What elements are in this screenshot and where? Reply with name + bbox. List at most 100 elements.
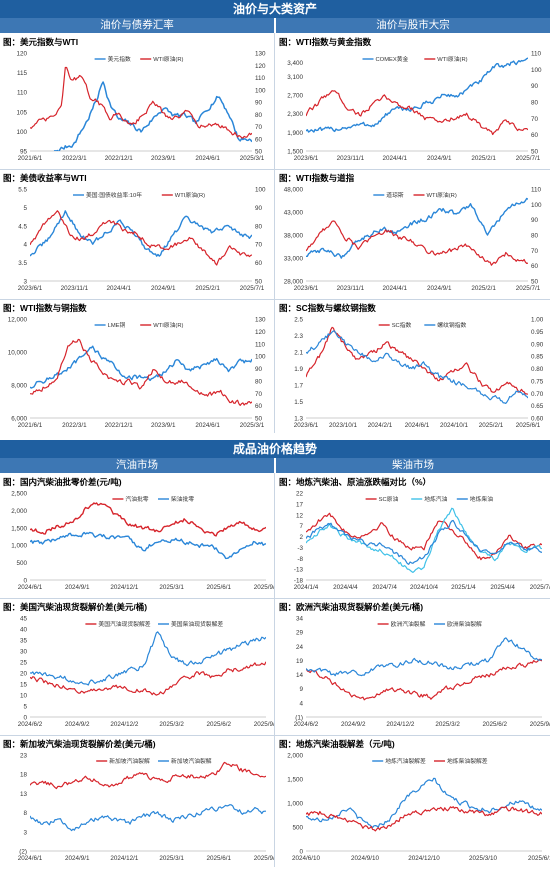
row-divider-1 <box>0 169 550 170</box>
y-right-tick-label: 80 <box>255 112 263 119</box>
legend-label: 柴油批零 <box>171 495 194 503</box>
y-left-tick-label: 19 <box>296 658 304 665</box>
x-tick-label: 2025/9/2 <box>254 721 274 728</box>
x-tick-label: 2025/6/1 <box>207 855 232 862</box>
y-right-tick-label: 90 <box>255 100 263 107</box>
chart-title: 图：欧洲汽柴油现货裂解价差(美元/桶) <box>279 602 424 612</box>
legend-label: 新加坡汽油裂解 <box>171 757 212 765</box>
y-left-tick-label: 43,000 <box>284 210 304 217</box>
x-tick-label: 2024/12/1 <box>110 584 139 591</box>
chart-svg: 0 500 1,000 1,500 2,000 2024/6/10 2024/9/10 202… <box>287 753 550 863</box>
x-tick-label: 2024/6/10 <box>292 855 321 862</box>
bottom-right-subheader: 柴油市场 <box>276 458 550 473</box>
legend-label: WTI原油(R) <box>175 191 205 199</box>
x-tick-label: 2023/11/1 <box>337 155 365 162</box>
y-left-tick-label: 2,700 <box>287 93 303 100</box>
y-left-tick-label: 4.5 <box>18 223 27 230</box>
x-tick-label: 2025/7/4 <box>530 584 550 591</box>
legend-label: 美国柴油现货裂解差 <box>171 620 223 628</box>
x-tick-label: 2023/6/1 <box>294 285 319 292</box>
series-line <box>306 805 542 832</box>
x-tick-label: 2024/4/1 <box>107 285 132 292</box>
y-left-tick-label: 3,400 <box>287 60 303 67</box>
chart-title: 图：地炼汽柴油裂解差（元/吨) <box>279 739 395 749</box>
y-right-tick-label: 100 <box>255 187 266 194</box>
x-tick-label: 2025/3/2 <box>435 721 460 728</box>
y-left-tick-label: 2.1 <box>294 350 303 357</box>
x-tick-label: 2023/6/1 <box>294 422 319 429</box>
x-tick-label: 2024/6/2 <box>294 721 319 728</box>
y-left-tick-label: 1,000 <box>287 801 303 808</box>
y-right-tick-label: 80 <box>255 223 263 230</box>
row-divider-3 <box>0 598 550 599</box>
y-right-tick-label: 50 <box>255 279 263 286</box>
y-left-tick-label: 25 <box>20 660 28 667</box>
y-left-tick-label: 100 <box>16 129 27 136</box>
y-left-tick-label: 15 <box>20 682 28 689</box>
y-left-tick-label: 2,000 <box>11 508 27 515</box>
x-tick-label: 2024/4/1 <box>383 285 408 292</box>
y-left-tick-label: 110 <box>17 90 28 97</box>
y-right-tick-label: 130 <box>255 317 266 324</box>
y-right-tick-label: 0.95 <box>531 329 544 336</box>
y-left-tick-label: 34 <box>296 616 304 623</box>
y-left-tick-label: 1,500 <box>11 525 27 532</box>
legend-label: 美元指数 <box>108 55 131 63</box>
y-left-tick-label: 3.5 <box>18 260 27 267</box>
x-tick-label: 2024/12/2 <box>110 721 139 728</box>
legend-label: SC指数 <box>392 321 412 329</box>
legend-label: WTI原油(R) <box>427 191 457 199</box>
y-right-tick-label: 110 <box>531 51 542 58</box>
chart-panel-wti-gold: 图：WTI指数与黄金指数 1,500 1,900 2,300 2,700 3,100 3,… <box>276 35 550 167</box>
x-tick-label: 2025/2/1 <box>471 155 496 162</box>
x-tick-label: 2025/2/1 <box>471 285 496 292</box>
y-left-tick-label: -8 <box>297 556 303 563</box>
y-right-tick-label: 70 <box>531 248 539 255</box>
series-line <box>306 197 528 259</box>
legend-label: 欧洲柴油裂解 <box>447 620 482 628</box>
chart-panel-sg-crack: 图：新加坡汽柴油现货裂解价差(美元/桶) (2) 3 8 13 18 23 2024/6/1… <box>0 737 279 867</box>
y-left-tick-label: 22 <box>296 491 304 498</box>
x-tick-label: 2023/11/1 <box>337 285 365 292</box>
series-line <box>53 81 252 151</box>
y-left-tick-label: 0 <box>299 849 303 856</box>
series-line <box>306 57 528 133</box>
legend-label: 道琼斯 <box>386 191 404 199</box>
y-left-tick-label: 12,000 <box>8 317 28 324</box>
legend-label: 地炼汽油 <box>424 495 447 503</box>
legend-label: 美国:国债收益率:10年 <box>86 191 142 199</box>
chart-panel-eu-crack: 图：欧洲汽柴油现货裂解价差(美元/桶) (1) 4 9 14 19 24 29 34 2024/… <box>276 600 550 733</box>
x-tick-label: 2024/7/4 <box>372 584 397 591</box>
x-tick-label: 2022/12/1 <box>105 155 134 162</box>
series-line <box>306 507 542 574</box>
y-left-tick-label: 1,900 <box>287 130 303 137</box>
x-tick-label: 2025/2/1 <box>479 422 504 429</box>
series-line <box>30 345 252 389</box>
x-tick-label: 2025/3/1 <box>159 584 184 591</box>
y-right-tick-label: 120 <box>255 63 266 70</box>
y-right-tick-label: 0.75 <box>531 378 544 385</box>
y-right-tick-label: 90 <box>531 217 539 224</box>
chart-title: 图：美国汽柴油现货裂解价差(美元/桶) <box>3 602 148 612</box>
chart-title: 图：美元指数与WTI <box>3 37 79 47</box>
y-left-tick-label: 10 <box>20 693 28 700</box>
y-right-tick-label: 50 <box>531 279 539 286</box>
column-divider-top <box>274 33 275 433</box>
y-left-tick-label: 3 <box>23 829 27 836</box>
x-tick-label: 2025/3/1 <box>240 422 265 429</box>
x-tick-label: 2024/9/1 <box>427 155 452 162</box>
x-tick-label: 2024/12/2 <box>386 721 415 728</box>
series-line <box>306 90 528 136</box>
y-left-tick-label: 30 <box>20 649 28 656</box>
series-line <box>306 658 542 701</box>
y-right-tick-label: 0.65 <box>531 403 544 410</box>
row-divider-4 <box>0 735 550 736</box>
y-left-tick-label: 500 <box>16 560 27 567</box>
chart-title: 图：SC指数与螺纹钢指数 <box>279 303 376 313</box>
x-tick-label: 2025/6/2 <box>207 721 232 728</box>
y-right-tick-label: 100 <box>531 202 542 209</box>
x-tick-label: 2023/6/1 <box>18 285 43 292</box>
y-left-tick-label: 7 <box>299 523 303 530</box>
chart-panel-refinery-vs-crude: 图：地炼汽柴油、原油涨跌幅对比（%） -18 -13 -8 -3 2 7 12 17 22 202… <box>276 475 550 596</box>
x-tick-label: 2024/6/1 <box>195 422 220 429</box>
